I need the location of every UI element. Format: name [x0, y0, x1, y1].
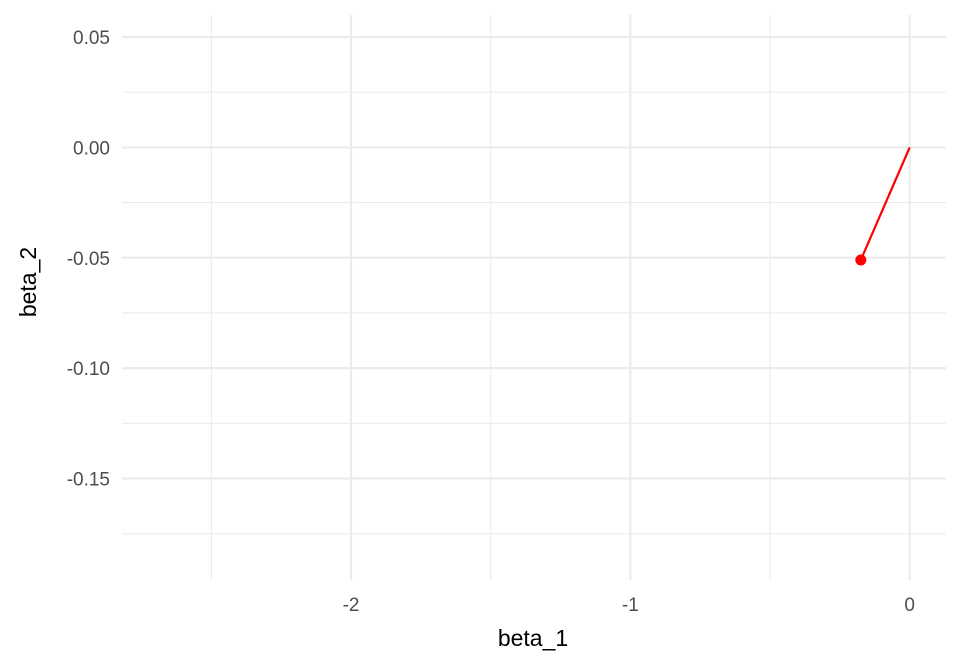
x-axis-ticks: -2 -1 0: [343, 595, 915, 616]
series-line: [859, 146, 911, 261]
series-layer: [855, 146, 911, 266]
x-tick-label: -1: [622, 595, 639, 616]
x-tick-label: -2: [343, 595, 360, 616]
y-tick-label: -0.05: [67, 249, 110, 270]
y-tick-label: -0.15: [67, 469, 110, 490]
y-tick-label: 0.05: [73, 28, 110, 49]
x-tick-label: 0: [904, 595, 915, 616]
y-axis-ticks: 0.05 0.00 -0.05 -0.10 -0.15: [67, 28, 110, 490]
series-end-point: [855, 254, 867, 266]
x-axis-title: beta_1: [498, 625, 568, 651]
y-tick-label: 0.00: [73, 138, 110, 159]
major-grid: [122, 15, 946, 580]
minor-grid: [122, 15, 946, 580]
y-axis-title: beta_2: [15, 247, 41, 317]
y-tick-label: -0.10: [67, 359, 110, 380]
